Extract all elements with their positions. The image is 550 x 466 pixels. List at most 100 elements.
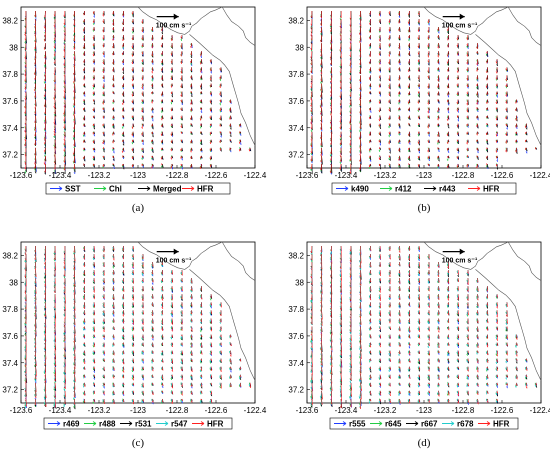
vector-arrowhead bbox=[170, 39, 173, 42]
vector-arrowhead bbox=[102, 69, 104, 72]
vector-arrowhead bbox=[53, 14, 56, 17]
vector-arrowhead bbox=[121, 85, 124, 89]
vector-arrowhead bbox=[73, 82, 75, 85]
vector-arrowhead bbox=[132, 71, 134, 74]
vector-arrowhead bbox=[209, 60, 212, 63]
vector-arrowhead bbox=[209, 69, 212, 72]
vector-arrow bbox=[142, 83, 144, 89]
vector-arrowhead bbox=[112, 78, 114, 81]
vector-arrowhead bbox=[131, 79, 133, 82]
vector-arrowhead bbox=[34, 48, 36, 52]
vector-arrow bbox=[73, 75, 75, 84]
vector-arrowhead bbox=[141, 44, 143, 47]
vector-arrowhead bbox=[170, 71, 173, 74]
vector-arrow bbox=[44, 91, 46, 97]
vector-arrowhead bbox=[63, 72, 65, 75]
vector-arrowhead bbox=[53, 16, 56, 19]
vector-arrowhead bbox=[121, 29, 124, 32]
vector-arrowhead bbox=[151, 28, 153, 31]
vector-arrowhead bbox=[151, 55, 154, 58]
vector-arrowhead bbox=[44, 87, 46, 90]
coastline-bay bbox=[221, 6, 256, 46]
vector-arrowhead bbox=[24, 62, 26, 65]
vector-arrowhead bbox=[180, 36, 182, 39]
vector-arrowhead bbox=[63, 33, 66, 36]
vector-arrowhead bbox=[170, 68, 172, 71]
vector-arrowhead bbox=[102, 76, 104, 79]
vector-arrowhead bbox=[82, 69, 85, 72]
vector-arrowhead bbox=[210, 79, 212, 82]
vector-arrowhead bbox=[53, 88, 56, 91]
vector-arrowhead bbox=[34, 95, 36, 98]
vector-arrowhead bbox=[112, 20, 114, 23]
vector-arrowhead bbox=[43, 81, 46, 84]
vector-arrowhead bbox=[219, 77, 221, 80]
vector-arrowhead bbox=[83, 23, 86, 26]
vector-arrowhead bbox=[93, 47, 95, 50]
vector-arrowhead bbox=[141, 52, 143, 55]
vector-arrowhead bbox=[190, 70, 193, 73]
vector-arrow bbox=[34, 67, 36, 75]
vector-arrowhead bbox=[72, 81, 75, 84]
vector-arrowhead bbox=[82, 46, 85, 49]
vector-arrowhead bbox=[161, 62, 164, 65]
x-tick-label: -122.6 bbox=[205, 171, 228, 180]
y-tick-label: 37.4 bbox=[2, 124, 18, 133]
plot-frame bbox=[306, 6, 542, 169]
vector-arrowhead bbox=[92, 93, 94, 96]
vector-arrowhead bbox=[121, 76, 123, 79]
vector-arrowhead bbox=[112, 62, 114, 65]
vector-arrowhead bbox=[160, 29, 163, 32]
vector-arrowhead bbox=[102, 37, 104, 40]
vector-arrow bbox=[83, 67, 85, 72]
vector-arrowhead bbox=[180, 85, 182, 88]
vector-arrowhead bbox=[92, 29, 94, 32]
vector-arrowhead bbox=[131, 31, 134, 34]
vector-arrowhead bbox=[82, 20, 85, 23]
vector-arrow bbox=[112, 35, 114, 41]
vector-arrowhead bbox=[53, 39, 56, 42]
vector-arrowhead bbox=[199, 70, 202, 73]
vector-arrow bbox=[25, 27, 27, 36]
vector-arrowhead bbox=[73, 23, 75, 26]
vector-arrowhead bbox=[112, 30, 114, 33]
vector-arrowhead bbox=[24, 49, 27, 52]
vector-arrowhead bbox=[210, 62, 212, 65]
vector-arrow bbox=[122, 75, 124, 79]
vector-arrowhead bbox=[151, 38, 153, 41]
vector-arrowhead bbox=[63, 42, 65, 45]
y-tick-label: 37.8 bbox=[288, 70, 304, 79]
vector-arrowhead bbox=[160, 62, 163, 65]
vector-arrow bbox=[93, 83, 95, 87]
vector-arrow bbox=[93, 51, 95, 57]
vector-arrowhead bbox=[83, 71, 86, 74]
vector-arrowhead bbox=[131, 84, 133, 87]
panel-1: -123.6 -123.4 -123.2 -123 -122.8 -122.6 -122.4… bbox=[2, 6, 267, 214]
vector-arrowhead bbox=[122, 46, 124, 49]
vector-arrowhead bbox=[83, 60, 85, 63]
vector-arrowhead bbox=[83, 63, 86, 66]
vector-arrowhead bbox=[92, 60, 95, 63]
vector-arrowhead bbox=[24, 79, 26, 82]
vector-arrowhead bbox=[151, 29, 153, 32]
vector-arrowhead bbox=[34, 15, 36, 18]
vector-arrow bbox=[93, 35, 95, 40]
vector-arrow bbox=[44, 35, 46, 42]
vector-arrowhead bbox=[83, 84, 85, 87]
vector-arrowhead bbox=[112, 85, 114, 88]
vector-arrowhead bbox=[132, 85, 134, 88]
vector-arrowhead bbox=[103, 55, 105, 58]
vector-arrowhead bbox=[73, 38, 75, 42]
vector-arrowhead bbox=[24, 80, 26, 83]
vector-arrowhead bbox=[43, 65, 46, 68]
vector-arrowhead bbox=[53, 80, 56, 83]
vector-arrow bbox=[122, 51, 124, 55]
vector-arrowhead bbox=[209, 78, 212, 81]
legend-label: HFR bbox=[197, 185, 214, 194]
vector-arrowhead bbox=[102, 92, 104, 95]
vector-arrowhead bbox=[53, 25, 56, 28]
vector-arrowhead bbox=[112, 12, 114, 15]
vector-arrowhead bbox=[92, 20, 95, 24]
vector-arrow bbox=[200, 51, 202, 57]
vector-arrowhead bbox=[73, 14, 75, 17]
